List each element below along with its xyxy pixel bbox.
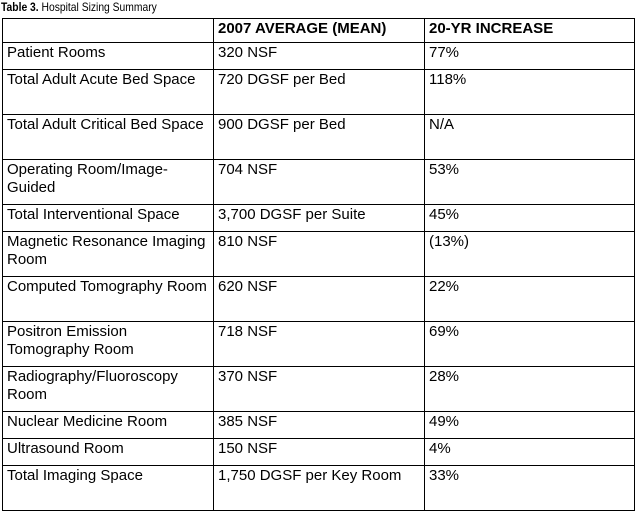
increase-cell: 118% <box>424 69 635 115</box>
average-cell: 718 NSF <box>213 321 425 367</box>
increase-cell: 49% <box>424 411 635 439</box>
table-row: Operating Room/Image-Guided 704 NSF 53% <box>2 159 635 205</box>
increase-cell: 28% <box>424 366 635 412</box>
table-row: Computed Tomography Room 620 NSF 22% <box>2 276 635 322</box>
header-row: 2007 AVERAGE (MEAN) 20-YR INCREASE <box>2 18 635 43</box>
space-type-cell: Total Adult Critical Bed Space <box>2 114 214 160</box>
average-cell: 320 NSF <box>213 42 425 70</box>
increase-cell: 33% <box>424 465 635 511</box>
average-cell: 150 NSF <box>213 438 425 466</box>
header-cell-empty <box>2 18 214 43</box>
average-cell: 1,750 DGSF per Key Room <box>213 465 425 511</box>
increase-cell: 45% <box>424 204 635 232</box>
space-type-cell: Total Imaging Space <box>2 465 214 511</box>
increase-cell: (13%) <box>424 231 635 277</box>
table-row: Total Imaging Space 1,750 DGSF per Key R… <box>2 465 635 511</box>
average-cell: 620 NSF <box>213 276 425 322</box>
table-row: Ultrasound Room 150 NSF 4% <box>2 438 635 466</box>
increase-cell: 69% <box>424 321 635 367</box>
average-cell: 900 DGSF per Bed <box>213 114 425 160</box>
increase-cell: 4% <box>424 438 635 466</box>
header-cell-2007-average: 2007 AVERAGE (MEAN) <box>213 18 425 43</box>
table-row: Total Interventional Space 3,700 DGSF pe… <box>2 204 635 232</box>
table-row: Patient Rooms 320 NSF 77% <box>2 42 635 70</box>
table-row: Total Adult Acute Bed Space 720 DGSF per… <box>2 69 635 115</box>
space-type-cell: Radiography/Fluoroscopy Room <box>2 366 214 412</box>
caption-title: Hospital Sizing Summary <box>41 0 157 14</box>
table-row: Magnetic Resonance Imaging Room 810 NSF … <box>2 231 635 277</box>
average-cell: 704 NSF <box>213 159 425 205</box>
increase-cell: 53% <box>424 159 635 205</box>
average-cell: 810 NSF <box>213 231 425 277</box>
hospital-sizing-table: 2007 AVERAGE (MEAN) 20-YR INCREASE Patie… <box>2 18 635 511</box>
average-cell: 720 DGSF per Bed <box>213 69 425 115</box>
space-type-cell: Ultrasound Room <box>2 438 214 466</box>
space-type-cell: Positron Emission Tomography Room <box>2 321 214 367</box>
table-row: Total Adult Critical Bed Space 900 DGSF … <box>2 114 635 160</box>
average-cell: 3,700 DGSF per Suite <box>213 204 425 232</box>
table-row: Nuclear Medicine Room 385 NSF 49% <box>2 411 635 439</box>
increase-cell: 22% <box>424 276 635 322</box>
caption-label: Table 3. <box>1 0 39 14</box>
space-type-cell: Nuclear Medicine Room <box>2 411 214 439</box>
table-row: Radiography/Fluoroscopy Room 370 NSF 28% <box>2 366 635 412</box>
space-type-cell: Patient Rooms <box>2 42 214 70</box>
increase-cell: 77% <box>424 42 635 70</box>
space-type-cell: Total Interventional Space <box>2 204 214 232</box>
average-cell: 385 NSF <box>213 411 425 439</box>
space-type-cell: Magnetic Resonance Imaging Room <box>2 231 214 277</box>
table-caption: Table 3. Hospital Sizing Summary <box>1 0 157 16</box>
increase-cell: N/A <box>424 114 635 160</box>
header-cell-20yr-increase: 20-YR INCREASE <box>424 18 635 43</box>
space-type-cell: Total Adult Acute Bed Space <box>2 69 214 115</box>
space-type-cell: Operating Room/Image-Guided <box>2 159 214 205</box>
table-row: Positron Emission Tomography Room 718 NS… <box>2 321 635 367</box>
space-type-cell: Computed Tomography Room <box>2 276 214 322</box>
average-cell: 370 NSF <box>213 366 425 412</box>
